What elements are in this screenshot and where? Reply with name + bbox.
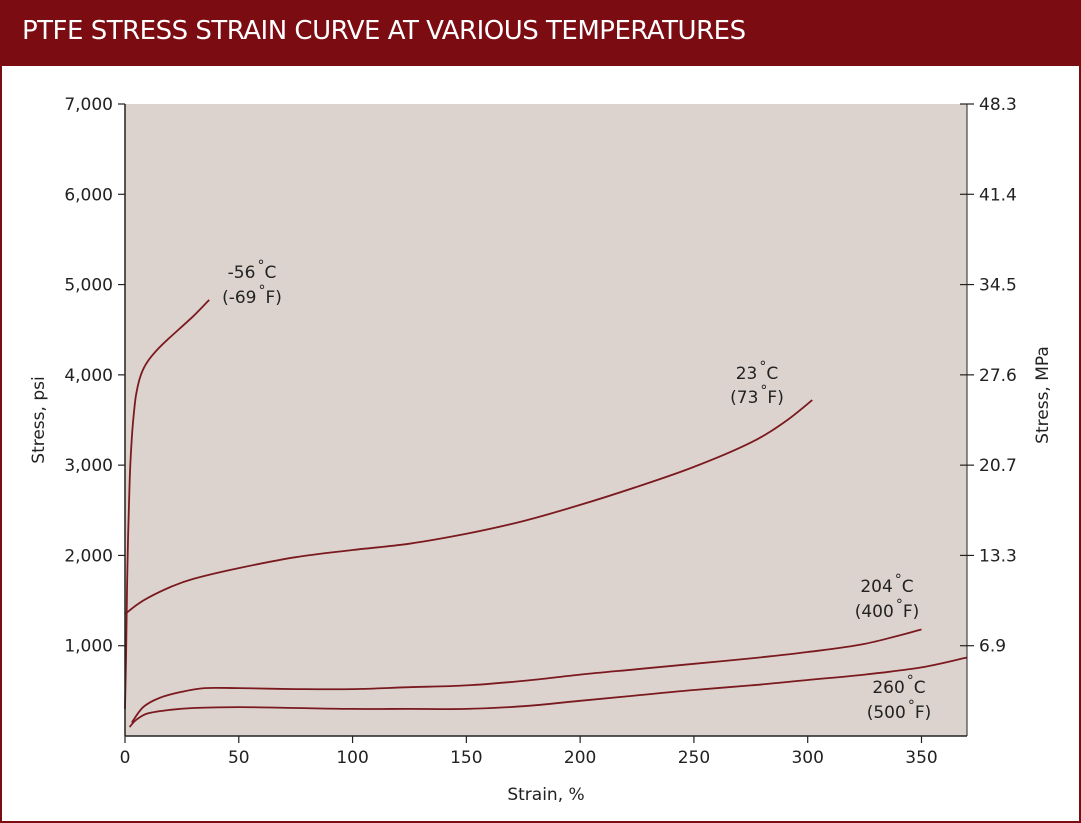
label-unit: F) [915, 703, 931, 723]
y-tick-label: 4,000 [64, 366, 113, 386]
plot-area [125, 104, 967, 736]
label-unit: C [902, 577, 914, 597]
degree-symbol: ° [257, 258, 264, 274]
curve-label-group: -56 °C(-69 °F)23 °C(73 °F)204 °C(400 °F)260 °C(… [222, 258, 931, 723]
y2-tick-label: 6.9 [979, 637, 1006, 657]
degree-symbol: ° [907, 673, 914, 689]
y2-tick-label: 41.4 [979, 185, 1017, 205]
y-tick-label: 7,000 [64, 95, 113, 115]
x-tick-label: 250 [678, 748, 710, 768]
x-tick-label: 50 [228, 748, 250, 768]
label-value: 204 [860, 577, 892, 597]
x-tick-label: 100 [336, 748, 368, 768]
degree-symbol: ° [895, 572, 902, 588]
label-unit: C [264, 263, 276, 283]
x-tick-label: 150 [450, 748, 482, 768]
x-tick-label: 0 [120, 748, 131, 768]
axes-group [124, 104, 968, 737]
degree-symbol: ° [759, 359, 766, 375]
y-tick-label: 5,000 [64, 276, 113, 296]
curve-label-line: (-69 °F) [222, 283, 282, 308]
curve-label-line: 204 °C [860, 572, 913, 597]
chart-title: PTFE STRESS STRAIN CURVE AT VARIOUS TEMP… [22, 16, 746, 46]
curve-minus56c [124, 299, 210, 709]
curve-label-line: (400 °F) [855, 597, 920, 622]
y-tick-label: 2,000 [64, 546, 113, 566]
y2-tick-label: 48.3 [979, 95, 1017, 115]
x-tick-label: 200 [564, 748, 596, 768]
label-value: (73 [730, 388, 758, 408]
y-tick-label: 1,000 [64, 637, 113, 657]
y2-tick-label: 34.5 [979, 276, 1017, 296]
curve-label-line: (73 °F) [730, 383, 784, 408]
degree-symbol: ° [258, 283, 265, 299]
curve-group [124, 299, 968, 728]
curve-label-line: 260 °C [872, 673, 925, 698]
label-unit: C [914, 678, 926, 698]
y2-tick-label: 20.7 [979, 456, 1017, 476]
y2-axis-title: Stress, MPa [1033, 346, 1053, 444]
y2-tick-label: 27.6 [979, 366, 1017, 386]
y-tick-label: 3,000 [64, 456, 113, 476]
curve-23c [124, 399, 813, 615]
curve-260c [128, 656, 968, 728]
label-value: (-69 [222, 288, 256, 308]
curve-label-line: 23 °C [736, 359, 779, 384]
label-value: (500 [867, 703, 906, 723]
x-tick-label: 300 [791, 748, 823, 768]
label-unit: F) [767, 388, 783, 408]
curve-label-line: (500 °F) [867, 698, 932, 723]
curve-label-line: -56 °C [228, 258, 277, 283]
label-unit: F) [265, 288, 281, 308]
degree-symbol: ° [896, 597, 903, 613]
x-axis-title: Strain, % [507, 785, 584, 805]
label-value: 23 [736, 364, 758, 384]
y-axis-title: Stress, psi [29, 376, 49, 463]
x-tick-label: 350 [905, 748, 937, 768]
y2-tick-label: 13.3 [979, 546, 1017, 566]
degree-symbol: ° [908, 698, 915, 714]
label-unit: C [766, 364, 778, 384]
y-tick-label: 6,000 [64, 185, 113, 205]
title-bar: PTFE STRESS STRAIN CURVE AT VARIOUS TEMP… [2, 2, 1079, 66]
label-value: 260 [872, 678, 904, 698]
tick-group: 0 50 100 150 200 250 300 350 1,000 2,000 3,000 4,00… [64, 95, 1017, 768]
degree-symbol: ° [760, 383, 767, 399]
curve-204c [131, 628, 922, 724]
label-value: (400 [855, 602, 894, 622]
label-unit: F) [903, 602, 919, 622]
label-value: -56 [228, 263, 256, 283]
